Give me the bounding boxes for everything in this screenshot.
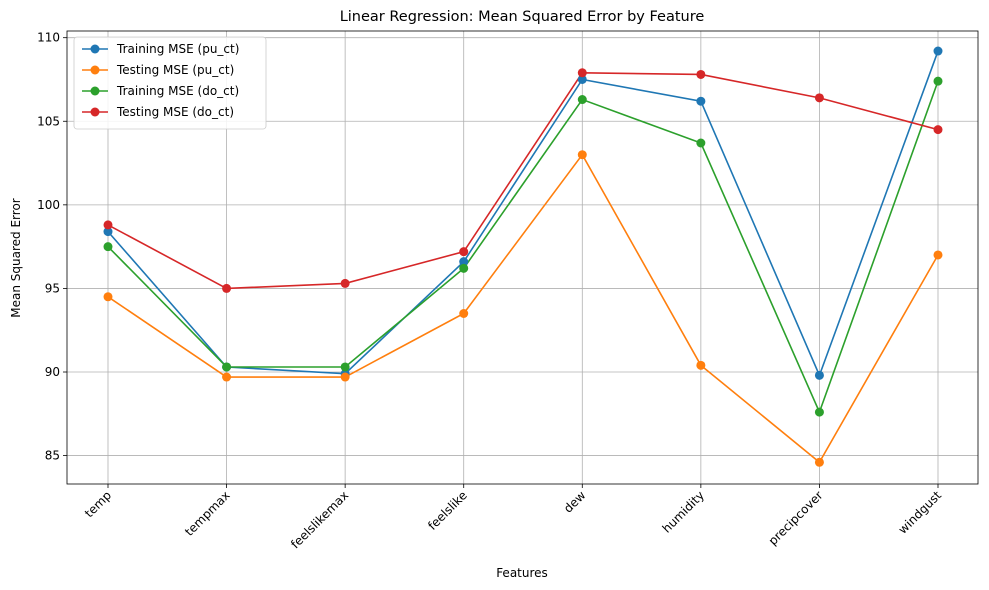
data-point-s1-7 (814, 370, 824, 380)
data-point-s1-8 (933, 46, 943, 56)
x-tick-label: temp (82, 488, 114, 520)
legend-swatch-marker (90, 107, 100, 117)
legend-entry-label: Training MSE (pu_ct) (116, 42, 239, 56)
data-point-s2-4 (459, 308, 469, 318)
data-point-s1-1 (103, 227, 113, 237)
data-point-s4-4 (459, 247, 469, 257)
x-tick-label: tempmax (182, 488, 233, 539)
data-point-s2-1 (103, 292, 113, 302)
legend-entry-label: Testing MSE (do_ct) (116, 105, 234, 119)
data-point-s2-8 (933, 250, 943, 260)
x-tick-label: humidity (660, 488, 707, 535)
data-point-s4-1 (103, 220, 113, 230)
data-point-s2-7 (814, 457, 824, 467)
y-tick-label: 110 (37, 31, 60, 45)
x-tick-label: precipcover (766, 488, 826, 548)
data-point-s4-2 (222, 283, 232, 293)
data-point-s4-7 (814, 93, 824, 103)
data-point-s4-5 (577, 68, 587, 78)
data-point-s3-6 (696, 138, 706, 148)
legend: Training MSE (pu_ct) Testing MSE (pu_ct) T… (73, 36, 267, 130)
data-point-s3-4 (459, 263, 469, 273)
data-point-s3-7 (814, 407, 824, 417)
data-point-s2-6 (696, 360, 706, 370)
data-point-s1-4 (459, 257, 469, 267)
data-point-s3-3 (340, 362, 350, 372)
series-line-3 (107, 80, 939, 415)
legend-swatch-marker (90, 44, 100, 54)
y-axis-ticks: 85 90 95 100 105 110 (37, 31, 67, 463)
data-point-s4-6 (696, 69, 706, 79)
data-point-s2-2 (222, 372, 232, 382)
y-tick-label: 105 (37, 114, 60, 128)
series-line-2 (107, 153, 939, 464)
data-point-s4-3 (340, 278, 350, 288)
data-point-s3-1 (103, 242, 113, 252)
legend-swatch-marker (90, 86, 100, 96)
x-tick-label: windgust (896, 488, 945, 537)
x-axis-label: Features (496, 566, 548, 580)
legend-entry-label: Training MSE (do_ct) (116, 84, 239, 98)
data-point-s4-8 (933, 125, 943, 135)
series-line-4 (107, 71, 939, 290)
grid-lines (67, 31, 978, 484)
data-point-s2-3 (340, 372, 350, 382)
data-point-s3-8 (933, 76, 943, 86)
series-lines (107, 50, 939, 464)
y-tick-label: 100 (37, 198, 60, 212)
chart-title: Linear Regression: Mean Squared Error by… (340, 9, 705, 25)
data-point-s3-2 (222, 362, 232, 372)
data-point-s3-5 (577, 95, 587, 105)
data-point-s1-5 (577, 74, 587, 84)
series-line-1 (107, 50, 939, 378)
series-points (103, 46, 943, 467)
y-tick-label: 85 (45, 449, 60, 463)
legend-entry-label: Testing MSE (pu_ct) (116, 63, 234, 77)
x-tick-label: feelslike (425, 488, 470, 533)
y-tick-label: 95 (45, 281, 60, 295)
plot-frame (66, 30, 979, 485)
y-tick-label: 90 (45, 365, 60, 379)
legend-box (73, 36, 267, 130)
data-point-s1-6 (696, 96, 706, 106)
x-axis-ticks: temp tempmax feelslikemax feelslike dew humid… (82, 484, 944, 551)
x-tick-label: dew (561, 488, 589, 516)
legend-swatch-marker (90, 65, 100, 75)
y-axis-label: Mean Squared Error (9, 198, 23, 318)
x-tick-label: feelslikemax (288, 488, 351, 551)
data-point-s2-5 (577, 150, 587, 160)
